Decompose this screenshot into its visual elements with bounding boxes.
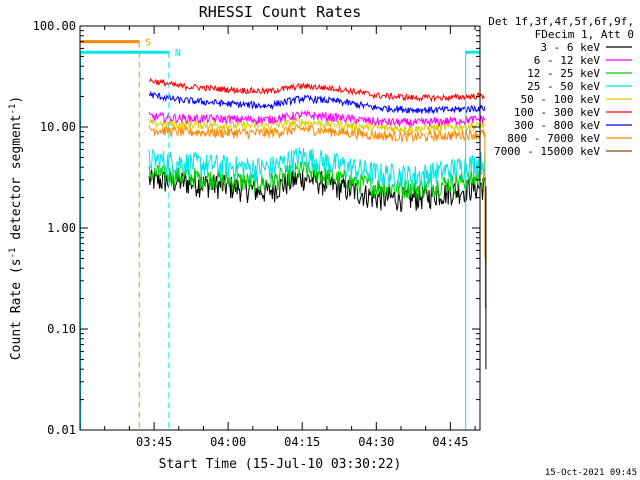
y-axis-label: Count Rate (s-1 detector segment-1) xyxy=(8,96,24,360)
x-axis-label: Start Time (15-Jul-10 03:30:22) xyxy=(159,457,402,472)
legend-label: 7000 - 15000 keV xyxy=(494,145,600,158)
legend-label: 300 - 800 keV xyxy=(514,119,600,132)
legend-label: 800 - 7000 keV xyxy=(507,132,600,145)
legend-label: 25 - 50 keV xyxy=(527,80,600,93)
annotation-n: N xyxy=(175,48,181,59)
series-line-6-12-kev xyxy=(148,109,486,128)
legend-header: FDecim 1, Att 0 xyxy=(535,28,634,41)
y-tick-label: 100.00 xyxy=(33,19,76,33)
series-layer xyxy=(148,77,487,370)
legend-header: Det 1f,3f,4f,5f,6f,9f, xyxy=(488,15,634,28)
series-line-50-100-kev xyxy=(148,117,486,135)
legend: Det 1f,3f,4f,5f,6f,9f,FDecim 1, Att 03 -… xyxy=(488,15,634,158)
footer-timestamp: 15-Oct-2021 09:45 xyxy=(545,468,637,478)
chart-title: RHESSI Count Rates xyxy=(199,3,362,21)
interval-layer: SN xyxy=(80,38,480,430)
legend-label: 50 - 100 keV xyxy=(521,93,601,106)
y-tick-label: 0.01 xyxy=(47,423,76,437)
series-line-800-7000-kev xyxy=(148,123,486,143)
y-tick-label: 0.10 xyxy=(47,322,76,336)
x-tick-label: 04:15 xyxy=(284,435,320,449)
legend-label: 3 - 6 keV xyxy=(540,41,600,54)
y-tick-label: 10.00 xyxy=(40,120,76,134)
y-tick-label: 1.00 xyxy=(47,221,76,235)
x-tick-label: 03:45 xyxy=(136,435,172,449)
axis-layer: 100.00 10.00 1.00 0.10 0.01 03:45 04:00 04:15 04… xyxy=(33,19,480,449)
annotation-s: S xyxy=(145,38,151,49)
legend-label: 6 - 12 keV xyxy=(534,54,601,67)
series-line-100-300-kev xyxy=(148,77,485,103)
x-tick-label: 04:30 xyxy=(358,435,394,449)
series-line-25-50-kev xyxy=(148,147,486,190)
x-tick-label: 04:45 xyxy=(432,435,468,449)
series-line-300-800-kev xyxy=(148,90,486,115)
x-tick-label: 04:00 xyxy=(210,435,246,449)
legend-label: 100 - 300 keV xyxy=(514,106,600,119)
legend-label: 12 - 25 keV xyxy=(527,67,600,80)
series-line-12-25-kev xyxy=(148,161,486,200)
